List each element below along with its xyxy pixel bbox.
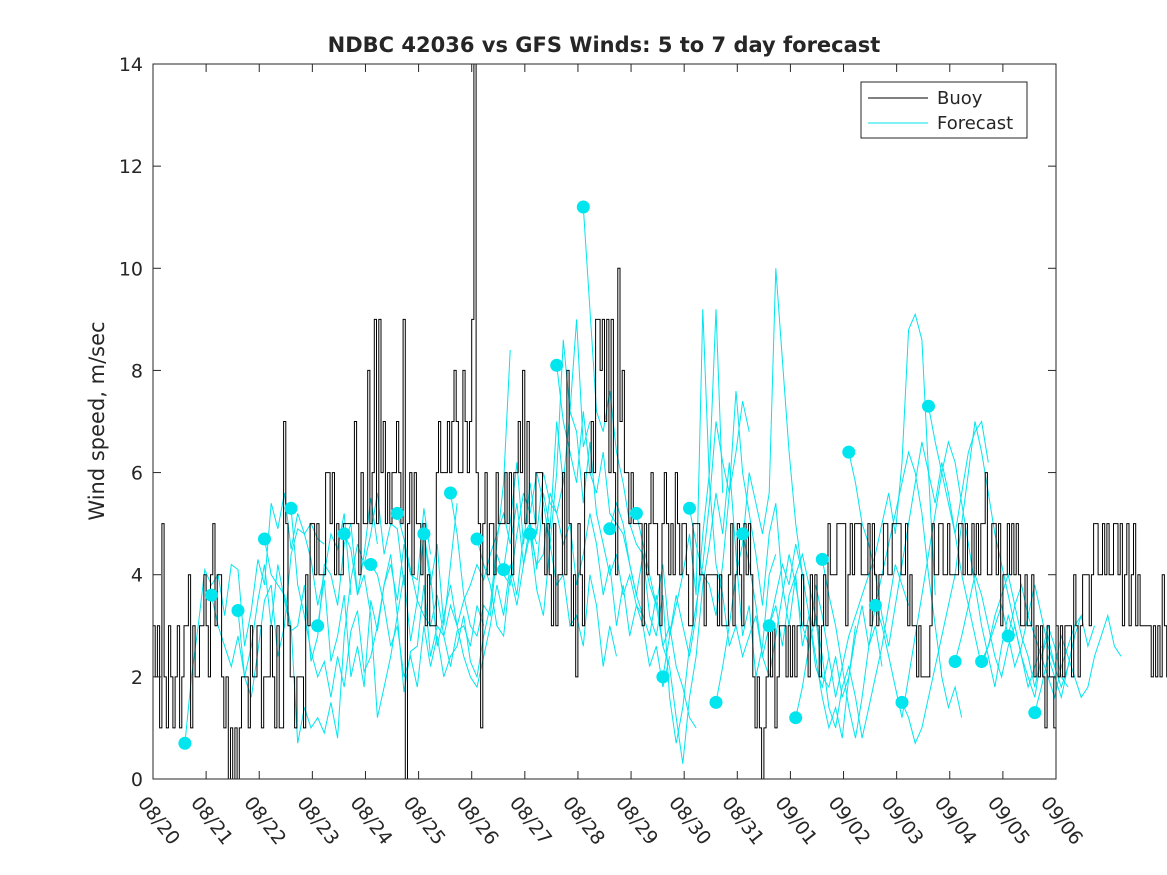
forecast-point — [417, 527, 431, 541]
forecast-point — [284, 501, 298, 515]
forecast-run-line — [529, 492, 671, 688]
legend-forecast-label: Forecast — [937, 113, 1013, 134]
forecast-point — [1001, 629, 1015, 643]
forecast-point — [815, 552, 829, 566]
forecast-run-line — [343, 533, 485, 718]
legend-buoy-label: Buoy — [937, 88, 983, 109]
forecast-point — [444, 486, 457, 500]
forecast-point — [337, 527, 351, 541]
forecast-point — [311, 619, 325, 633]
forecast-run-line — [795, 312, 936, 718]
forecast-point — [922, 399, 935, 413]
forecast-point — [470, 532, 484, 546]
forecast-point — [736, 527, 750, 541]
forecast-point — [948, 655, 962, 668]
forecast-run-line — [210, 513, 352, 698]
plot-area-border — [152, 63, 1057, 780]
forecast-point — [178, 736, 192, 750]
buoy-line — [153, 63, 1167, 780]
forecast-run-line — [184, 492, 325, 744]
forecast-point — [603, 522, 617, 536]
plot-lines — [153, 63, 1167, 780]
y-axis-label: Wind speed, m/sec — [85, 321, 109, 520]
forecast-run-line — [370, 349, 511, 688]
forecast-point — [709, 695, 723, 709]
forecast-point — [842, 445, 856, 459]
forecast-point — [523, 527, 537, 541]
forecast-run-line — [317, 503, 458, 688]
y-tick-label: 10 — [119, 258, 143, 280]
forecast-run-line — [556, 365, 697, 729]
y-tick-label: 14 — [119, 54, 143, 76]
forecast-point — [868, 598, 882, 612]
forecast-point — [204, 588, 218, 602]
forecast-markers — [178, 200, 1042, 750]
forecast-point — [895, 695, 909, 709]
forecast-point — [656, 670, 670, 684]
forecast-point — [789, 711, 803, 725]
forecast-point — [364, 558, 378, 571]
y-tick-label: 4 — [131, 565, 143, 587]
legend-box — [860, 81, 1028, 139]
legend: Buoy Forecast — [860, 81, 1028, 139]
forecast-point — [390, 506, 404, 520]
forecast-run-line — [476, 533, 617, 667]
forecast-point — [975, 655, 989, 668]
forecast-point — [629, 506, 643, 520]
forecast-run-line — [928, 406, 1069, 688]
y-tick-label: 8 — [131, 360, 143, 382]
y-tick-label: 2 — [131, 667, 143, 689]
forecast-point — [550, 358, 564, 372]
forecast-point — [683, 501, 696, 515]
forecast-point — [576, 200, 590, 214]
forecast-point — [762, 619, 776, 633]
y-tick-label: 0 — [131, 769, 143, 791]
forecast-run-line — [689, 390, 830, 690]
y-tick-label: 6 — [131, 463, 143, 485]
forecast-run-line — [981, 584, 1122, 699]
forecast-point — [258, 532, 271, 546]
forecast-point — [1028, 706, 1042, 720]
chart-title: NDBC 42036 vs GFS Winds: 5 to 7 day fore… — [328, 33, 881, 57]
y-tick-label: 12 — [119, 156, 143, 178]
forecast-run-line — [609, 400, 750, 744]
forecast-run-line — [768, 552, 910, 739]
forecast-run-line — [742, 533, 883, 698]
forecast-point — [231, 604, 245, 617]
y-axis: 0 2 4 6 8 10 12 14 — [119, 54, 1056, 791]
forecast-point — [497, 563, 511, 577]
